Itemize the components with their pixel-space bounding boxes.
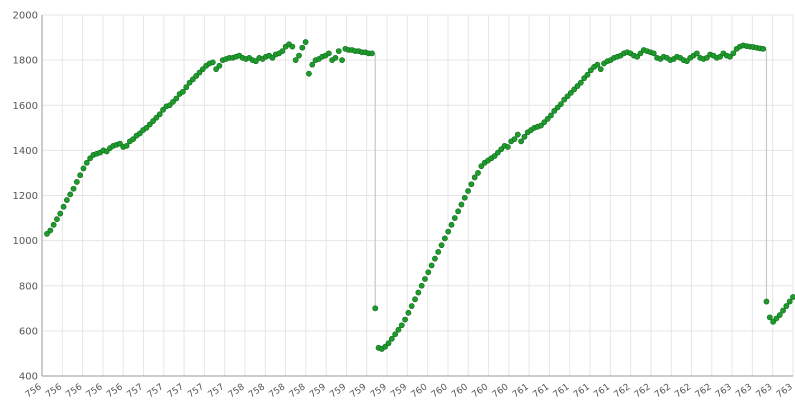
data-point [392,331,399,338]
data-point [448,221,455,228]
data-point [180,88,186,95]
data-point [412,296,418,303]
data-point [415,289,422,296]
data-point [73,179,80,185]
data-point [458,201,465,208]
data-point [306,70,312,77]
data-point [156,111,163,118]
data-point [183,84,190,91]
data-point [299,44,306,51]
data-point [760,45,767,52]
data-point [50,221,57,228]
data-point [597,66,604,73]
data-point [786,298,793,305]
y-tick-label: 1600 [13,101,38,112]
data-point [332,54,339,61]
data-point [422,276,428,282]
data-point [418,282,425,289]
data-point [428,262,435,269]
data-point [405,309,412,316]
data-point [408,303,415,309]
data-point [372,305,379,312]
data-point [296,52,302,59]
data-point [292,57,299,64]
data-point [325,50,332,57]
data-point [475,170,481,176]
y-tick-label: 1200 [13,191,38,202]
data-points [44,39,795,352]
data-point [63,197,70,203]
data-point [209,59,216,66]
data-point [309,61,316,68]
data-point [548,112,554,119]
data-point [398,322,405,329]
data-point [471,174,478,181]
data-point [577,79,584,86]
data-point [216,62,223,69]
data-point [339,57,345,64]
y-tick-label: 1400 [13,146,38,157]
data-point [335,48,342,54]
data-point [425,269,432,276]
data-point [461,194,468,201]
data-point [468,181,475,188]
data-point [435,249,442,255]
data-point [584,71,591,78]
data-point [402,316,408,323]
connector-lines [374,48,768,309]
y-tick-labels: 400 600 800 1000 1200 1400 1600 1800 2000 [13,11,38,383]
data-point [77,172,84,179]
data-point [790,294,795,300]
data-point [80,165,87,172]
data-point [60,203,67,210]
y-tick-label: 600 [19,326,38,337]
data-point [730,50,737,57]
data-point [385,340,392,347]
data-point [451,215,458,221]
data-point [594,61,601,68]
data-point [780,307,786,314]
data-point [302,39,309,45]
y-tick-label: 400 [19,372,38,383]
data-point [465,188,471,194]
data-point [438,242,445,249]
data-point [70,185,77,192]
data-point [783,303,790,309]
data-point [504,144,511,150]
data-point [650,50,657,57]
data-point [289,43,296,50]
y-tick-label: 1000 [13,236,38,247]
y-tick-label: 2000 [13,11,38,22]
axes [41,15,793,377]
data-point [511,136,518,142]
data-point [369,50,375,57]
data-point [57,210,64,217]
data-point [123,142,130,149]
data-point [47,227,54,234]
data-point [432,255,438,262]
data-point [279,48,286,54]
data-point [776,312,783,318]
data-point [763,298,770,305]
y-tick-label: 800 [19,281,38,292]
data-point [388,335,395,342]
data-point [83,159,90,166]
data-point [441,235,448,242]
y-tick-label: 1800 [13,56,38,67]
data-point [395,326,402,333]
data-point [455,208,462,215]
data-point [54,216,60,223]
data-point [518,138,525,145]
data-point [514,131,521,138]
data-point [558,101,564,108]
data-point [693,50,700,57]
data-point [445,228,452,235]
data-point [766,314,773,321]
data-point [67,191,74,198]
data-point [521,133,528,140]
data-point [173,95,180,102]
